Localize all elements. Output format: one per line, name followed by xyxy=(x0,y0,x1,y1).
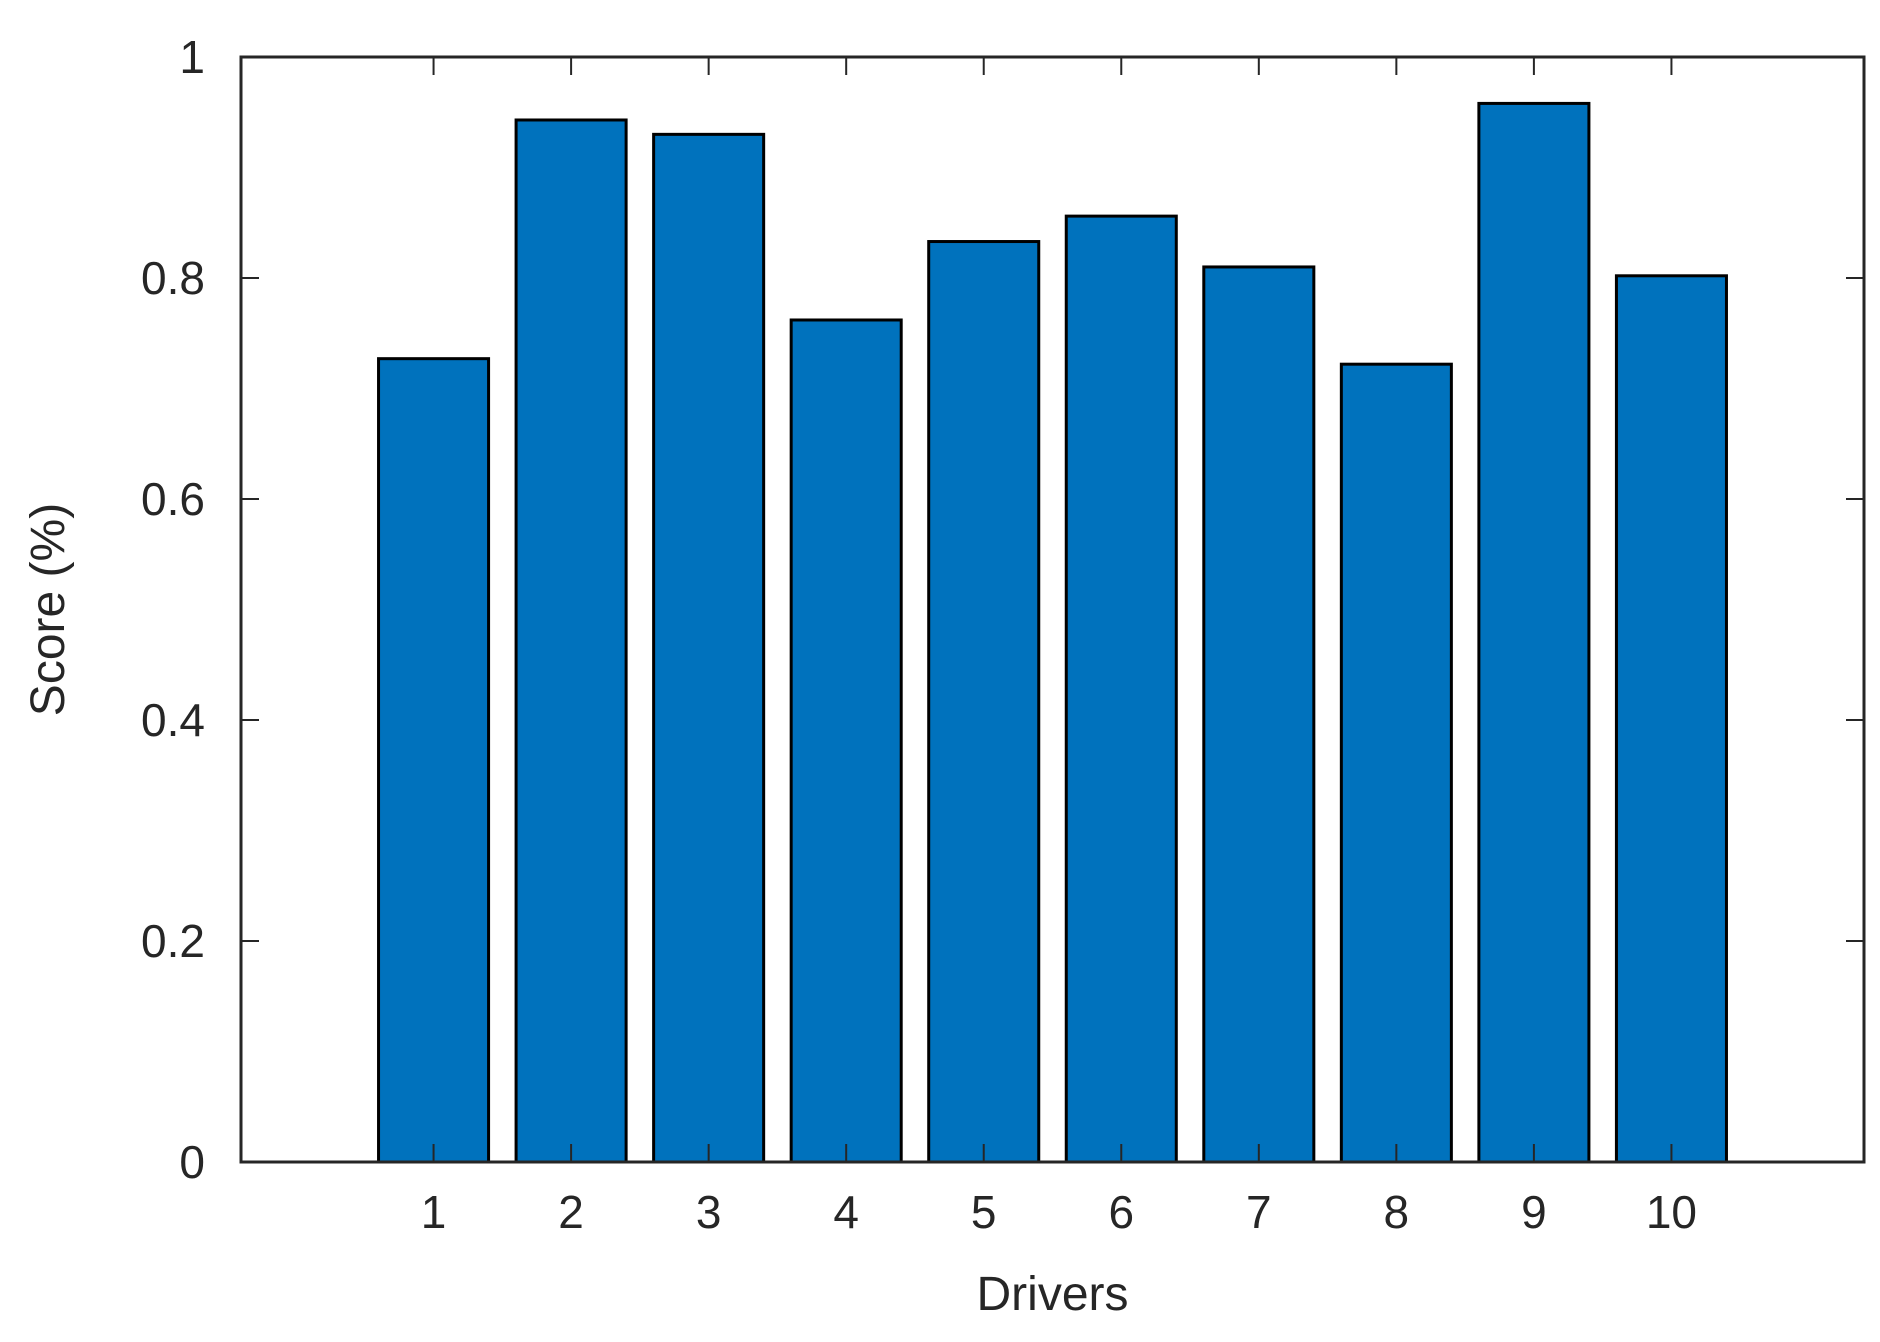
x-tick-label: 8 xyxy=(1384,1186,1410,1238)
x-axis-label: Drivers xyxy=(977,1268,1129,1321)
bar-driver-6 xyxy=(1064,214,1178,1164)
bar-driver-7 xyxy=(1202,265,1316,1164)
x-tick-label: 10 xyxy=(1646,1186,1697,1238)
y-axis-label: Score (%) xyxy=(22,503,75,716)
bar-driver-1 xyxy=(377,357,491,1164)
bar-driver-2 xyxy=(514,118,628,1164)
x-tick-label: 2 xyxy=(558,1186,584,1238)
bar-driver-10 xyxy=(1614,274,1728,1164)
y-tick-label: 0.8 xyxy=(141,252,205,304)
y-tick-label: 0.4 xyxy=(141,694,205,746)
y-tick-label: 0.2 xyxy=(141,915,205,967)
bar-driver-3 xyxy=(652,132,766,1164)
bar-driver-8 xyxy=(1339,362,1453,1164)
bars-group xyxy=(377,101,1728,1164)
axes-box xyxy=(239,55,1866,1164)
x-tick-label: 7 xyxy=(1246,1186,1272,1238)
bar-driver-5 xyxy=(927,240,1041,1164)
y-tick-label: 1 xyxy=(179,31,205,83)
x-tick-label: 4 xyxy=(833,1186,859,1238)
x-tick-label: 5 xyxy=(971,1186,997,1238)
bar-driver-4 xyxy=(789,318,903,1164)
x-tick-label: 1 xyxy=(421,1186,447,1238)
y-tick-label: 0.6 xyxy=(141,473,205,525)
x-tick-label: 9 xyxy=(1521,1186,1547,1238)
x-tick-label: 6 xyxy=(1108,1186,1134,1238)
x-tick-label: 3 xyxy=(696,1186,722,1238)
bar-driver-9 xyxy=(1477,101,1591,1164)
y-tick-label: 0 xyxy=(179,1136,205,1188)
